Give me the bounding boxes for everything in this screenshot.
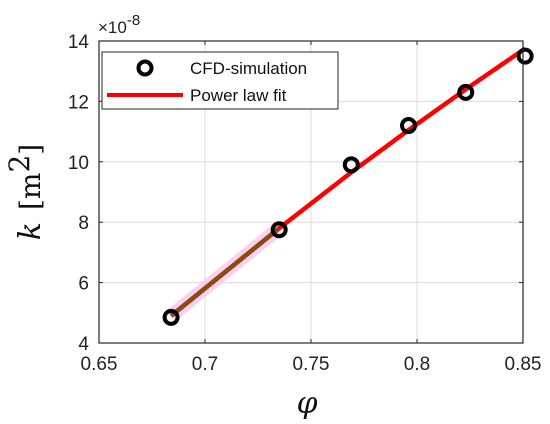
y-tick-labels: 4 6 8 10 12 14 [68,32,90,355]
tick-marks [98,40,524,344]
legend-label-cfd: CFD-simulation [190,59,307,78]
x-axis-title: φ [296,386,317,421]
data-point-marker [162,308,180,326]
y-tick-label: 10 [68,153,89,174]
y-exponent: ×10-8 [98,12,140,37]
y-axis-title-group: k[m2] [3,144,48,240]
data-point-marker [270,221,288,239]
fit-line-group [169,46,527,318]
y-tick-label: 4 [78,334,89,355]
x-tick-label: 0.7 [192,354,218,375]
y-axis-title: k[m2] [3,144,48,240]
legend: CFD-simulation Power law fit [101,51,339,110]
x-tick-labels: 0.65 0.7 0.75 0.8 0.85 [81,354,542,375]
y-tick-label: 8 [78,213,89,234]
data-point-marker [457,83,475,101]
x-tick-label: 0.75 [293,354,330,375]
data-point-marker [516,47,534,65]
data-point-marker [400,117,418,135]
marker-group [162,47,534,326]
x-tick-label: 0.8 [404,354,430,375]
y-tick-label: 14 [68,32,90,53]
x-tick-label: 0.85 [505,354,542,375]
legend-label-fit: Power law fit [190,86,287,105]
x-tick-label: 0.65 [81,354,118,375]
y-tick-label: 12 [68,92,89,113]
data-point-marker [342,156,360,174]
legend-marker-cfd [136,59,154,77]
fit-line-overlap [169,226,281,318]
y-tick-label: 6 [78,274,89,295]
